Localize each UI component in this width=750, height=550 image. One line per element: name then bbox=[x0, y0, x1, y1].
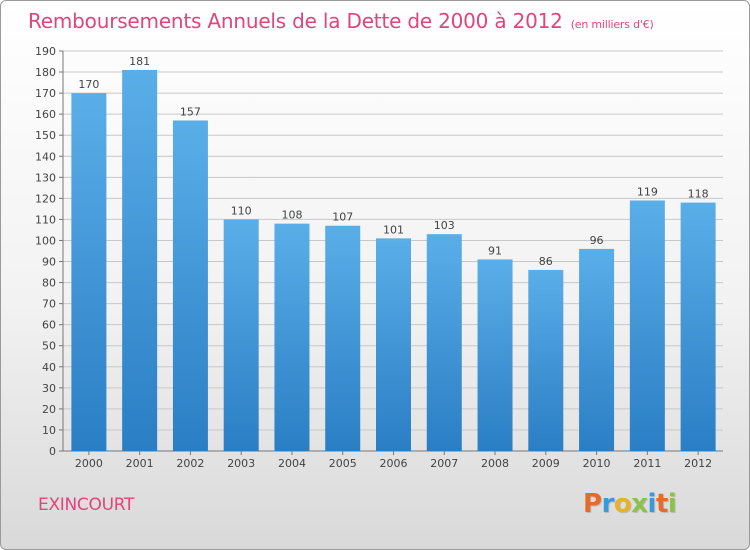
y-tick-label: 150 bbox=[35, 129, 56, 142]
chart-title-text: Remboursements Annuels de la Dette de 20… bbox=[28, 9, 563, 33]
x-tick-label: 2003 bbox=[227, 457, 255, 470]
logo-letter: t bbox=[655, 489, 668, 519]
unit-label: (en milliers d'€) bbox=[570, 18, 654, 31]
y-tick-label: 10 bbox=[42, 424, 56, 437]
y-tick-label: 50 bbox=[42, 340, 56, 353]
y-tick-label: 70 bbox=[42, 298, 56, 311]
y-tick-label: 160 bbox=[35, 108, 56, 121]
y-tick-label: 140 bbox=[35, 150, 56, 163]
chart-title: Remboursements Annuels de la Dette de 20… bbox=[28, 9, 654, 33]
bar-value-label: 108 bbox=[281, 209, 302, 222]
y-tick-label: 100 bbox=[35, 234, 56, 247]
bar-value-label: 118 bbox=[688, 188, 709, 201]
y-tick-label: 60 bbox=[42, 319, 56, 332]
bar-value-label: 110 bbox=[231, 204, 252, 217]
y-tick-label: 110 bbox=[35, 213, 56, 226]
bar-value-label: 96 bbox=[590, 234, 604, 247]
y-tick-label: 120 bbox=[35, 192, 56, 205]
x-tick-label: 2010 bbox=[583, 457, 611, 470]
y-tick-label: 130 bbox=[35, 171, 56, 184]
bar bbox=[477, 259, 513, 451]
y-tick-label: 20 bbox=[42, 403, 56, 416]
bar bbox=[579, 248, 615, 451]
logo-letter: P bbox=[583, 489, 602, 519]
y-tick-label: 170 bbox=[35, 87, 56, 100]
bar-value-label: 86 bbox=[539, 255, 553, 268]
bar bbox=[376, 238, 411, 451]
x-tick-label: 2001 bbox=[126, 457, 154, 470]
bar bbox=[528, 269, 564, 451]
bar bbox=[325, 225, 361, 451]
proxiti-logo: Proxiti bbox=[583, 489, 677, 519]
bar bbox=[223, 219, 259, 451]
y-tick-label: 190 bbox=[35, 45, 56, 58]
x-tick-label: 2007 bbox=[430, 457, 458, 470]
bar-value-label: 181 bbox=[129, 55, 150, 68]
bar-value-label: 101 bbox=[383, 223, 404, 236]
x-tick-label: 2000 bbox=[75, 457, 103, 470]
y-tick-label: 80 bbox=[42, 277, 56, 290]
logo-letter: i bbox=[647, 489, 657, 519]
logo-letter: r bbox=[601, 489, 615, 519]
y-tick-label: 90 bbox=[42, 256, 56, 269]
logo-letter: o bbox=[613, 489, 632, 519]
bars bbox=[71, 69, 716, 452]
bar-value-label: 107 bbox=[332, 211, 353, 224]
y-tick-label: 180 bbox=[35, 66, 56, 79]
bar bbox=[274, 223, 310, 451]
bar bbox=[71, 93, 107, 452]
bar bbox=[172, 120, 208, 451]
bar-value-label: 103 bbox=[434, 219, 455, 232]
y-tick-label: 0 bbox=[49, 445, 56, 458]
bar-value-label: 157 bbox=[180, 105, 201, 118]
x-tick-label: 2011 bbox=[633, 457, 661, 470]
y-tick-label: 30 bbox=[42, 382, 56, 395]
x-tick-label: 2008 bbox=[481, 457, 509, 470]
logo-letter: x bbox=[631, 489, 648, 519]
bar bbox=[426, 234, 462, 451]
x-tick-label: 2012 bbox=[684, 457, 712, 470]
bar-value-label: 119 bbox=[637, 185, 658, 198]
x-tick-label: 2002 bbox=[176, 457, 204, 470]
labels: 0 10 20 30 40 50 60 70 80 90 100 110 120 130 140 150 160… bbox=[35, 45, 712, 470]
x-tick-label: 2006 bbox=[380, 457, 408, 470]
logo-letter: i bbox=[667, 489, 677, 519]
x-tick-label: 2005 bbox=[329, 457, 357, 470]
bar-value-label: 170 bbox=[78, 78, 99, 91]
bar-value-label: 91 bbox=[488, 244, 502, 257]
bar bbox=[680, 202, 716, 451]
bar bbox=[122, 69, 158, 452]
x-tick-label: 2009 bbox=[532, 457, 560, 470]
y-tick-label: 40 bbox=[42, 361, 56, 374]
bar bbox=[629, 200, 665, 451]
x-tick-label: 2004 bbox=[278, 457, 306, 470]
commune-name: EXINCOURT bbox=[38, 495, 135, 515]
